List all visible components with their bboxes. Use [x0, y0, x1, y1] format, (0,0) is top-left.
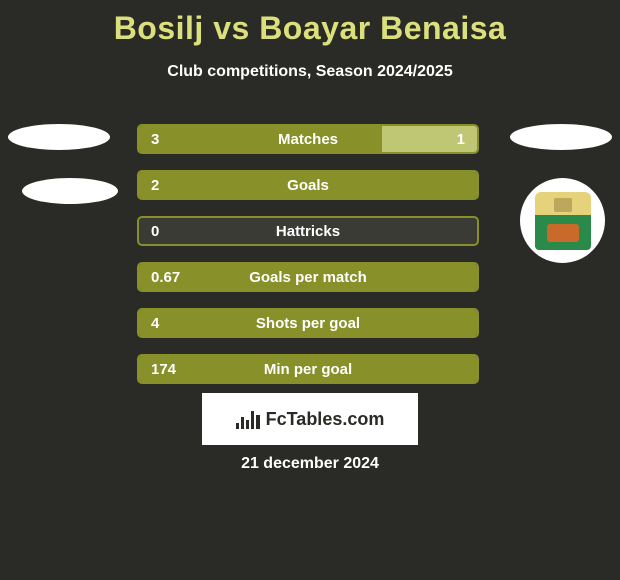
- right-player-avatar-placeholder: [510, 124, 612, 150]
- fctables-watermark: FcTables.com: [202, 393, 418, 445]
- page-subtitle: Club competitions, Season 2024/2025: [0, 63, 620, 81]
- fctables-label: FcTables.com: [266, 409, 385, 430]
- club-badge-label: ELCHE: [549, 224, 577, 231]
- elche-crest-icon: ELCHE: [535, 192, 591, 250]
- stat-label: Goals per match: [139, 264, 477, 290]
- stat-bar-row: 31Matches: [137, 124, 479, 154]
- stat-label: Matches: [139, 126, 477, 152]
- page-title: Bosilj vs Boayar Benaisa: [0, 0, 620, 47]
- stat-bar-row: 174Min per goal: [137, 354, 479, 384]
- stat-bar-row: 2Goals: [137, 170, 479, 200]
- stat-bar-row: 4Shots per goal: [137, 308, 479, 338]
- fctables-bar-icon: [236, 409, 260, 429]
- fctables-icon-bar: [251, 411, 254, 429]
- left-player-avatar-placeholder-1: [8, 124, 110, 150]
- fctables-icon-bar: [256, 415, 259, 429]
- right-player-club-badge: ELCHE: [520, 178, 605, 263]
- stat-label: Goals: [139, 172, 477, 198]
- left-player-team-placeholder: [22, 178, 118, 204]
- stat-bar-row: 0.67Goals per match: [137, 262, 479, 292]
- fctables-icon-bar: [246, 420, 249, 429]
- stat-label: Shots per goal: [139, 310, 477, 336]
- stats-comparison-bars: 31Matches 2Goals 0Hattricks 0.67Goals per m…: [137, 124, 479, 400]
- stat-label: Min per goal: [139, 356, 477, 382]
- fctables-icon-bar: [241, 417, 244, 429]
- fctables-icon-bar: [236, 423, 239, 429]
- stat-bar-row: 0Hattricks: [137, 216, 479, 246]
- stat-label: Hattricks: [139, 218, 477, 244]
- footer-date: 21 december 2024: [0, 455, 620, 473]
